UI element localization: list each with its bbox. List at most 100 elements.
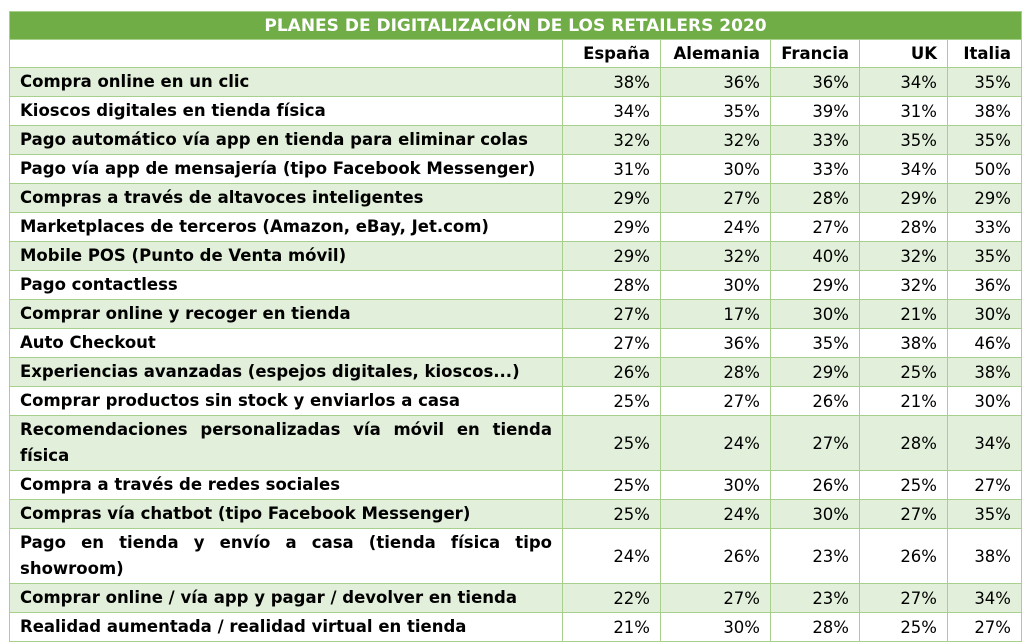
value-cell: 28%: [859, 415, 948, 471]
row-label: Marketplaces de terceros (Amazon, eBay, …: [9, 212, 563, 242]
value-cell: 30%: [770, 499, 860, 529]
value-cell: 29%: [859, 183, 948, 213]
value-cell: 17%: [660, 299, 771, 329]
value-cell: 35%: [947, 241, 1022, 271]
row-label: Comprar online y recoger en tienda: [9, 299, 563, 329]
value-cell: 36%: [947, 270, 1022, 300]
value-cell: 27%: [859, 499, 948, 529]
value-cell: 31%: [859, 96, 948, 126]
table-title: PLANES DE DIGITALIZACIÓN DE LOS RETAILER…: [9, 11, 1022, 40]
value-cell: 25%: [859, 357, 948, 387]
value-cell: 25%: [859, 470, 948, 500]
value-cell: 30%: [947, 386, 1022, 416]
table-row: Mobile POS (Punto de Venta móvil) 29% 32% 4…: [9, 241, 1022, 271]
value-cell: 29%: [770, 357, 860, 387]
value-cell: 28%: [859, 212, 948, 242]
table-row: Compra a través de redes sociales 25% 30% 2…: [9, 470, 1022, 500]
value-cell: 38%: [947, 528, 1022, 584]
value-cell: 27%: [947, 470, 1022, 500]
value-cell: 25%: [562, 470, 661, 500]
value-cell: 50%: [947, 154, 1022, 184]
value-cell: 26%: [770, 386, 860, 416]
column-header-uk: UK: [859, 39, 948, 68]
value-cell: 24%: [660, 212, 771, 242]
table-row: Comprar online / vía app y pagar / devol…: [9, 583, 1022, 613]
value-cell: 36%: [770, 67, 860, 97]
value-cell: 30%: [660, 470, 771, 500]
value-cell: 24%: [660, 499, 771, 529]
value-cell: 27%: [660, 386, 771, 416]
row-label: Pago contactless: [9, 270, 563, 300]
row-label: Mobile POS (Punto de Venta móvil): [9, 241, 563, 271]
table-row: Recomendaciones personalizadas vía móvil…: [9, 415, 1022, 471]
table-row: Compras vía chatbot (tipo Facebook Messe…: [9, 499, 1022, 529]
value-cell: 34%: [859, 154, 948, 184]
table-row: Pago vía app de mensajería (tipo Faceboo…: [9, 154, 1022, 184]
value-cell: 36%: [660, 328, 771, 358]
value-cell: 27%: [770, 415, 860, 471]
value-cell: 29%: [562, 241, 661, 271]
value-cell: 30%: [660, 612, 771, 642]
row-label: Compra online en un clic: [9, 67, 563, 97]
table-row: Experiencias avanzadas (espejos digitale…: [9, 357, 1022, 387]
value-cell: 25%: [859, 612, 948, 642]
value-cell: 32%: [660, 125, 771, 155]
value-cell: 35%: [859, 125, 948, 155]
row-label: Compras vía chatbot (tipo Facebook Messe…: [9, 499, 563, 529]
table-row: Auto Checkout 27% 36% 35% 38% 46%: [9, 328, 1022, 358]
value-cell: 46%: [947, 328, 1022, 358]
value-cell: 29%: [562, 212, 661, 242]
value-cell: 32%: [660, 241, 771, 271]
row-label: Comprar online / vía app y pagar / devol…: [9, 583, 563, 613]
value-cell: 33%: [947, 212, 1022, 242]
retail-digitalization-table-container: PLANES DE DIGITALIZACIÓN DE LOS RETAILER…: [9, 11, 1022, 642]
value-cell: 34%: [947, 415, 1022, 471]
value-cell: 27%: [859, 583, 948, 613]
value-cell: 30%: [770, 299, 860, 329]
value-cell: 27%: [562, 299, 661, 329]
row-label: Compras a través de altavoces inteligent…: [9, 183, 563, 213]
table-row: Pago en tienda y envío a casa (tienda fí…: [9, 528, 1022, 584]
row-label: Compra a través de redes sociales: [9, 470, 563, 500]
table-row: Pago automático vía app en tienda para e…: [9, 125, 1022, 155]
table-row: Compra online en un clic 38% 36% 36% 34% 35%: [9, 67, 1022, 97]
value-cell: 24%: [562, 528, 661, 584]
value-cell: 21%: [562, 612, 661, 642]
row-label: Kioscos digitales en tienda física: [9, 96, 563, 126]
column-header-alemania: Alemania: [660, 39, 771, 68]
value-cell: 25%: [562, 415, 661, 471]
table-row: Realidad aumentada / realidad virtual en…: [9, 612, 1022, 642]
table-row: Pago contactless 28% 30% 29% 32% 36%: [9, 270, 1022, 300]
value-cell: 23%: [770, 583, 860, 613]
value-cell: 29%: [947, 183, 1022, 213]
value-cell: 27%: [660, 583, 771, 613]
value-cell: 21%: [859, 386, 948, 416]
table-row: Marketplaces de terceros (Amazon, eBay, …: [9, 212, 1022, 242]
column-header-italia: Italia: [947, 39, 1022, 68]
value-cell: 38%: [859, 328, 948, 358]
digitalization-table: PLANES DE DIGITALIZACIÓN DE LOS RETAILER…: [9, 11, 1022, 642]
value-cell: 28%: [660, 357, 771, 387]
value-cell: 21%: [859, 299, 948, 329]
table-row: Comprar productos sin stock y enviarlos …: [9, 386, 1022, 416]
row-label: Comprar productos sin stock y enviarlos …: [9, 386, 563, 416]
row-label: Recomendaciones personalizadas vía móvil…: [9, 415, 563, 471]
value-cell: 26%: [660, 528, 771, 584]
column-header-espana: España: [562, 39, 661, 68]
value-cell: 29%: [770, 270, 860, 300]
value-cell: 28%: [562, 270, 661, 300]
row-label: Auto Checkout: [9, 328, 563, 358]
value-cell: 25%: [562, 499, 661, 529]
row-label: Pago vía app de mensajería (tipo Faceboo…: [9, 154, 563, 184]
value-cell: 27%: [770, 212, 860, 242]
table-row: Compras a través de altavoces inteligent…: [9, 183, 1022, 213]
value-cell: 34%: [562, 96, 661, 126]
value-cell: 23%: [770, 528, 860, 584]
value-cell: 28%: [770, 183, 860, 213]
value-cell: 40%: [770, 241, 860, 271]
value-cell: 34%: [947, 583, 1022, 613]
table-row: Comprar online y recoger en tienda 27% 17%…: [9, 299, 1022, 329]
value-cell: 35%: [660, 96, 771, 126]
value-cell: 28%: [770, 612, 860, 642]
table-row: Kioscos digitales en tienda física 34% 35%…: [9, 96, 1022, 126]
